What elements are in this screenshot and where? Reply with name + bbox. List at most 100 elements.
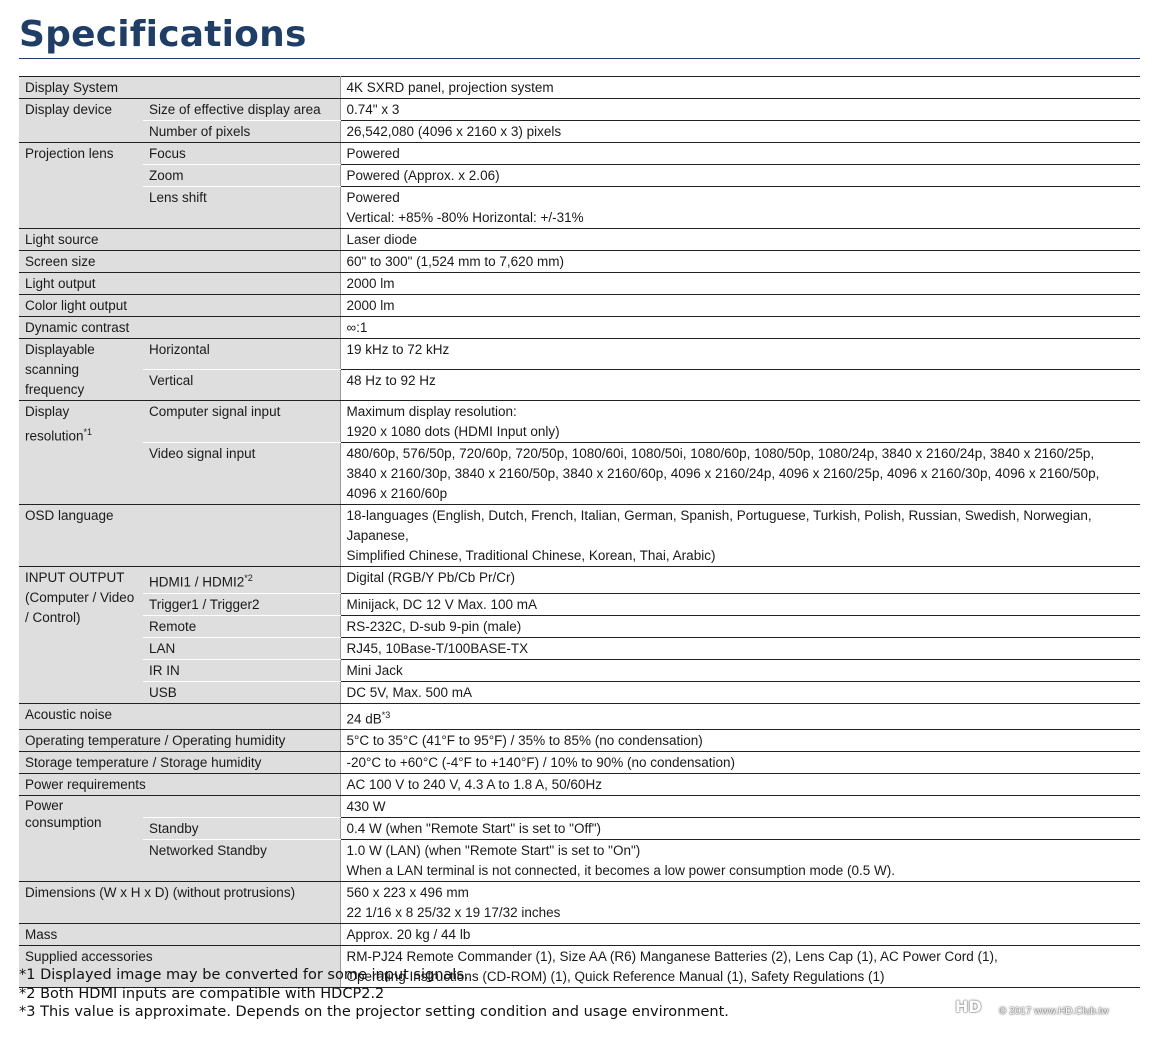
spec-label: Dimensions (W x H x D) (without protrusi… [19,881,340,924]
spec-label: Storage temperature / Storage humidity [19,751,340,774]
table-row: Displayable scanning frequency Horizonta… [19,338,1140,401]
spec-value: -20°C to +60°C (-4°F to +140°F) / 10% to… [339,751,1140,774]
spec-value: 0.4 W (when "Remote Start" is set to "Of… [339,817,1140,840]
label-line: / Control) [25,610,81,625]
label-line: Power [25,798,64,813]
sublabel-text: HDMI1 / HDMI2 [149,574,245,590]
footnotes: *1 Displayed image may be converted for … [19,966,729,1022]
spec-value: 430 W [339,795,1140,818]
spec-value: 48 Hz to 92 Hz [339,369,1140,401]
table-row: Display device Size of effective display… [19,98,1140,143]
label-line: Display [25,404,70,419]
table-row: Display System 4K SXRD panel, projection… [19,76,1140,99]
spec-label: Light source [19,228,340,251]
spec-value: RM-PJ24 Remote Commander (1), Size AA (R… [339,945,1140,988]
watermark-logo: HD [955,997,982,1016]
spec-sublabel: Computer signal input [143,400,340,443]
spec-label: Power requirements [19,773,340,796]
footnote: *3 This value is approximate. Depends on… [19,1004,729,1020]
spec-label: Display resolution*1 [19,400,143,505]
spec-label: Acoustic noise [19,703,340,730]
spec-sublabel [143,795,340,818]
spec-sublabel: Remote [143,615,340,638]
table-row: Standby 0.4 W (when "Remote Start" is se… [19,817,1140,840]
table-row: Dynamic contrast ∞:1 [19,316,1140,339]
spec-value: AC 100 V to 240 V, 4.3 A to 1.8 A, 50/60… [339,773,1140,796]
table-row: Storage temperature / Storage humidity -… [19,751,1140,774]
value-text: 24 dB [346,711,382,726]
spec-sublabel: Lens shift [143,186,340,229]
table-row: Light source Laser diode [19,228,1140,251]
value-line: RM-PJ24 Remote Commander (1), Size AA (R… [346,949,998,964]
label-line: scanning [25,362,80,377]
footnote: *1 Displayed image may be converted for … [19,967,469,983]
value-line: Simplified Chinese, Traditional Chinese,… [346,548,716,563]
spec-sublabel: Focus [143,142,340,165]
page-title: Specifications [19,14,307,55]
spec-label: Color light output [19,294,340,317]
spec-value: 19 kHz to 72 kHz [339,338,1140,370]
footnote: *2 Both HDMI inputs are compatible with … [19,985,385,1002]
watermark: HD © 2017 www.HD.Club.tw [955,997,1135,1023]
value-line: 1.0 W (LAN) (when "Remote Start" is set … [346,843,641,858]
spec-value: RS-232C, D-sub 9-pin (male) [339,615,1140,638]
label-line: INPUT OUTPUT [25,570,125,585]
spec-label: Supplied accessories [19,945,340,988]
footnote-ref: *1 [83,427,93,437]
spec-value: 560 x 223 x 496 mm 22 1/16 x 8 25/32 x 1… [339,881,1140,924]
table-row: Vertical 48 Hz to 92 Hz [19,369,1140,401]
value-line: 3840 x 2160/30p, 3840 x 2160/50p, 3840 x… [346,466,1100,481]
spec-value: 480/60p, 576/50p, 720/60p, 720/50p, 1080… [339,442,1140,505]
value-line: Vertical: +85% -80% Horizontal: +/-31% [346,210,584,225]
table-row: IR IN Mini Jack [19,659,1140,682]
spec-value: 5°C to 35°C (41°F to 95°F) / 35% to 85% … [339,729,1140,752]
value-line: Maximum display resolution: [346,404,517,419]
label-text: resolution [25,428,84,444]
spec-label: Mass [19,923,340,946]
spec-label: Screen size [19,250,340,273]
spec-value: Maximum display resolution: 1920 x 1080 … [339,400,1140,443]
spec-label: Projection lens [19,142,143,229]
value-line: Powered [346,190,400,205]
value-line: 18-languages (English, Dutch, French, It… [346,508,1092,543]
spec-label: OSD language [19,504,340,567]
table-row: Projection lens Focus Powered [19,142,1140,229]
table-row: Acoustic noise 24 dB*3 [19,703,1140,730]
spec-label: Operating temperature / Operating humidi… [19,729,340,752]
table-row: Power requirements AC 100 V to 240 V, 4.… [19,773,1140,796]
table-row: Video signal input 480/60p, 576/50p, 720… [19,442,1140,505]
value-line: When a LAN terminal is not connected, it… [346,863,896,878]
value-line: 22 1/16 x 8 25/32 x 19 17/32 inches [346,905,561,920]
table-row: Screen size 60" to 300" (1,524 mm to 7,6… [19,250,1140,273]
table-row: Mass Approx. 20 kg / 44 lb [19,923,1140,946]
spec-value: 24 dB*3 [339,703,1140,730]
footnote-ref: *3 [381,709,391,720]
footnote-ref: *2 [244,573,253,583]
spec-value: 0.74" x 3 [339,98,1140,121]
spec-value: RJ45, 10Base-T/100BASE-TX [339,637,1140,660]
table-row: Light output 2000 lm [19,272,1140,295]
table-row: Operating temperature / Operating humidi… [19,729,1140,752]
value-line: 4096 x 2160/60p [346,486,448,501]
spec-value: 18-languages (English, Dutch, French, It… [339,504,1140,567]
value-line: 1920 x 1080 dots (HDMI Input only) [346,424,560,439]
spec-value: Approx. 20 kg / 44 lb [339,923,1140,946]
label-line: (Computer / Video [25,590,135,605]
table-row: Number of pixels 26,542,080 (4096 x 2160… [19,120,1140,143]
spec-sublabel: Zoom [143,164,340,187]
value-line: 560 x 223 x 496 mm [346,885,469,900]
spec-sublabel: Horizontal [143,338,340,370]
spec-label: Display System [19,76,340,99]
spec-value: DC 5V, Max. 500 mA [339,681,1140,704]
spec-label: Display device [19,98,143,143]
spec-value: 2000 lm [339,272,1140,295]
spec-sublabel: USB [143,681,340,704]
spec-value: Powered (Approx. x 2.06) [339,164,1140,187]
value-line: Operating Instructions (CD-ROM) (1), Qui… [346,969,885,984]
spec-value: 1.0 W (LAN) (when "Remote Start" is set … [339,839,1140,882]
spec-value: Digital (RGB/Y Pb/Cb Pr/Cr) [339,566,1140,594]
spec-sublabel: Number of pixels [143,120,340,143]
table-row: Lens shift Powered Vertical: +85% -80% H… [19,186,1140,229]
spec-value: 2000 lm [339,294,1140,317]
spec-value: Powered [339,142,1140,165]
